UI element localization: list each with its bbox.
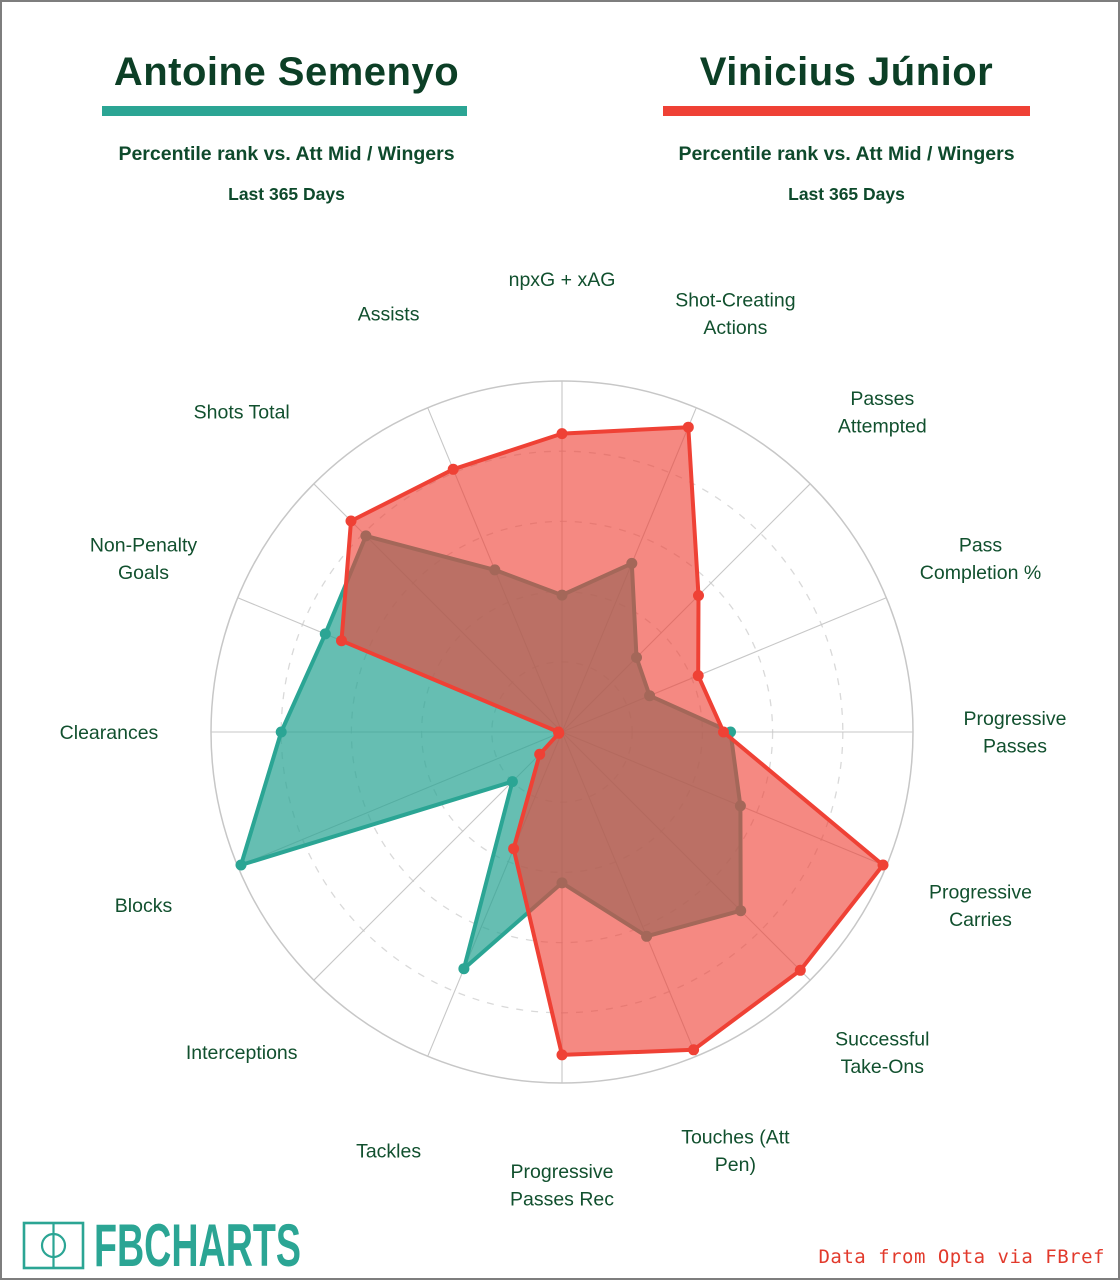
data-point	[553, 726, 564, 738]
player-right-subtitle: Percentile rank vs. Att Mid / Wingers	[678, 143, 1015, 165]
axis-label: Tackles	[356, 1140, 421, 1162]
player-left-name: Antoine Semenyo	[113, 50, 460, 94]
data-point	[794, 964, 806, 976]
data-point	[534, 748, 546, 760]
player-left-underline	[102, 106, 467, 116]
data-point	[556, 1049, 568, 1061]
radar-plot-area: npxG + xAG Shot-Creating Actions Passes Atte…	[60, 269, 1067, 1211]
fbcharts-logo-text: FBCHARTS	[94, 1212, 301, 1279]
data-point	[336, 635, 347, 647]
axis-label: Clearances	[60, 722, 159, 744]
axis-label: Progressive Passes Rec	[510, 1161, 614, 1211]
data-credit-text: Data from Opta via FBref	[818, 1246, 1105, 1268]
data-point	[693, 590, 704, 601]
player-left-period: Last 365 Days	[228, 184, 345, 204]
player-right-period: Last 365 Days	[788, 184, 905, 204]
data-point	[447, 463, 459, 475]
pitch-centre-circle-icon	[40, 1232, 67, 1259]
data-point	[458, 963, 470, 975]
axis-label: npxG + xAG	[509, 269, 616, 291]
axis-label: Shot-Creating Actions	[675, 290, 795, 340]
data-point	[877, 859, 889, 871]
axis-label: Non-Penalty Goals	[90, 535, 198, 585]
data-point	[508, 843, 520, 855]
data-point	[319, 628, 331, 640]
data-point	[692, 670, 704, 682]
data-point	[682, 421, 694, 433]
data-point	[275, 726, 287, 738]
axis-label: Successful Take-Ons	[835, 1028, 929, 1078]
axis-label: Passes Attempted	[838, 388, 927, 438]
player-left-header: Antoine Semenyo	[59, 50, 514, 95]
data-point	[718, 726, 729, 738]
axis-label: Pass Completion %	[920, 535, 1041, 585]
data-point	[688, 1044, 700, 1056]
data-point	[345, 515, 357, 527]
player-right-underline	[663, 106, 1030, 116]
player-right-header: Vinicius Júnior	[619, 50, 1074, 95]
axis-label: Progressive Carries	[929, 881, 1032, 931]
data-point	[506, 776, 518, 788]
axis-label: Interceptions	[186, 1042, 298, 1064]
player-left-subtitle: Percentile rank vs. Att Mid / Wingers	[118, 143, 455, 165]
data-point	[556, 428, 568, 440]
axis-label: Progressive Passes	[964, 708, 1067, 758]
player-right-name: Vinicius Júnior	[699, 50, 994, 94]
data-point	[235, 859, 247, 871]
axis-label: Shots Total	[194, 402, 290, 424]
axis-label: Blocks	[115, 895, 173, 917]
axis-label: Assists	[358, 303, 420, 325]
axis-label: Touches (Att Pen)	[681, 1127, 790, 1177]
fbcharts-logo: FBCHARTS	[22, 1212, 301, 1279]
